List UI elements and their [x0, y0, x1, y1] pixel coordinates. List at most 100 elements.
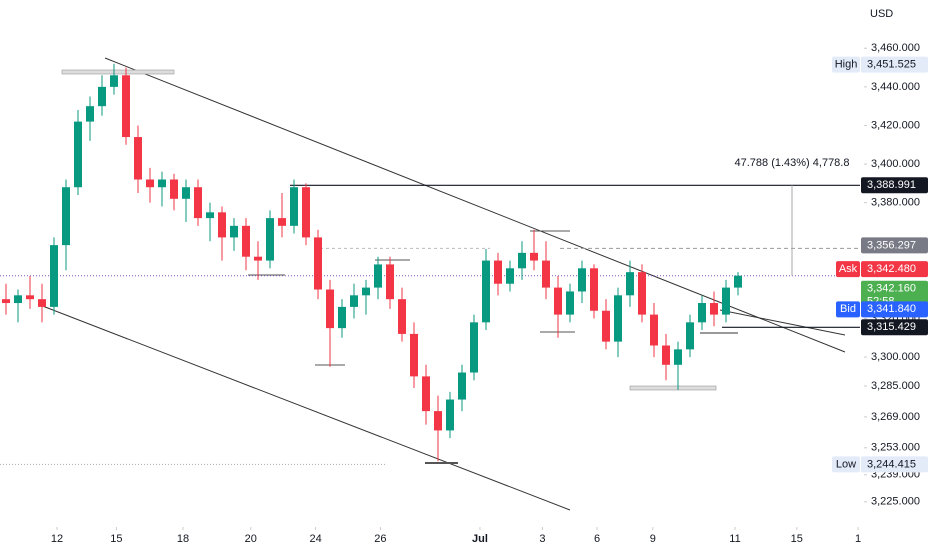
candle-body: [530, 252, 538, 261]
candle-body: [590, 268, 598, 311]
candle-body: [158, 179, 166, 188]
candle-body: [218, 212, 226, 238]
price-label-box: [861, 261, 928, 278]
x-tick-label: 12: [51, 533, 63, 545]
candle-body: [290, 187, 298, 226]
candle-body: [674, 349, 682, 365]
candle-body: [722, 287, 730, 315]
price-label: 3,451.525: [867, 59, 916, 71]
price-label-box: [861, 237, 928, 254]
candle-body: [662, 345, 670, 365]
x-tick-label: 18: [177, 533, 189, 545]
candle-body: [26, 295, 34, 300]
price-tag-box: [836, 301, 860, 318]
candle-body: [638, 272, 646, 315]
candle-body: [410, 333, 418, 377]
candle-body: [626, 272, 634, 296]
x-tick-label: 9: [650, 533, 656, 545]
candle-body: [98, 86, 106, 107]
candle-body: [398, 299, 406, 334]
candle-body: [566, 291, 574, 315]
candle-body: [326, 289, 334, 329]
candle-body: [314, 237, 322, 290]
y-tick-label: 3,380.000: [871, 197, 920, 209]
price-tag-box: [836, 261, 860, 278]
y-tick-label: 3,420.000: [871, 119, 920, 131]
candle-body: [266, 218, 274, 261]
y-tick-label: 3,300.000: [871, 351, 920, 363]
y-tick-label: 3,225.000: [871, 496, 920, 508]
candle-body: [482, 260, 490, 323]
candle-body: [230, 225, 238, 238]
x-tick-label: 26: [374, 533, 386, 545]
candle-body: [374, 264, 382, 288]
trend-line-short: [719, 309, 846, 336]
candle-body: [362, 287, 370, 296]
candle-body: [254, 256, 262, 261]
x-tick-label: 6: [594, 533, 600, 545]
x-tick-label: 15: [791, 533, 803, 545]
level-marker: [61, 69, 175, 75]
candle-body: [518, 252, 526, 269]
price-tag-box: [832, 56, 860, 73]
x-tick-label: 3: [539, 533, 545, 545]
candle-body: [62, 187, 70, 246]
price-label-box: [861, 456, 928, 473]
candle-body: [170, 179, 178, 199]
candle-body: [74, 121, 82, 188]
price-tag: High: [835, 59, 858, 71]
level-marker: [629, 385, 717, 391]
candle-body: [542, 260, 550, 288]
y-tick-label: 3,253.000: [871, 442, 920, 454]
trend-line-lower: [39, 304, 571, 511]
price-label-box: [861, 301, 928, 318]
price-label: 3,342.160: [867, 283, 916, 295]
candle-body: [434, 411, 442, 431]
candle-body: [38, 299, 46, 307]
x-tick-label: Jul: [472, 533, 488, 545]
candle-body: [494, 260, 502, 284]
price-label-box: [861, 177, 928, 194]
candle-body: [242, 225, 250, 257]
candle-body: [302, 187, 310, 238]
candle-body: [50, 245, 58, 307]
candle-body: [386, 264, 394, 300]
candle-body: [146, 179, 154, 188]
candle-body: [458, 372, 466, 400]
price-label: 3,342.480: [867, 263, 916, 275]
price-label: 3,388.991: [867, 179, 916, 191]
candle-body: [194, 187, 202, 219]
y-tick-label: 3,269.000: [871, 411, 920, 423]
x-tick-label: 11: [729, 533, 740, 545]
price-label-box: [861, 56, 928, 73]
price-label-box: [861, 319, 928, 336]
candle-body: [602, 310, 610, 342]
candle-body: [614, 295, 622, 342]
candle-body: [338, 306, 346, 329]
x-tick-label: 1: [855, 533, 861, 545]
measure-label: 47.788 (1.43%) 4,778.8: [735, 157, 850, 169]
currency-label: USD: [870, 8, 893, 20]
price-tag: Bid: [840, 303, 856, 315]
candle-body: [710, 303, 718, 315]
candle-body: [110, 75, 118, 87]
y-tick-label: 3,400.000: [871, 158, 920, 170]
candle-body: [350, 295, 358, 307]
y-tick-label: 3,460.000: [871, 42, 920, 54]
candle-body: [134, 137, 142, 180]
price-label: 3,356.297: [867, 239, 916, 251]
candle-body: [734, 275, 742, 288]
candle-body: [2, 299, 10, 304]
candle-body: [206, 212, 214, 219]
candle-body: [182, 187, 190, 199]
candle-body: [86, 106, 94, 122]
price-tag: Ask: [839, 263, 858, 275]
candle-body: [422, 376, 430, 412]
x-tick-label: 20: [245, 533, 257, 545]
candle-body: [650, 314, 658, 346]
x-tick-label: 15: [110, 533, 122, 545]
x-tick-label: 24: [309, 533, 321, 545]
candle-body: [278, 218, 286, 226]
